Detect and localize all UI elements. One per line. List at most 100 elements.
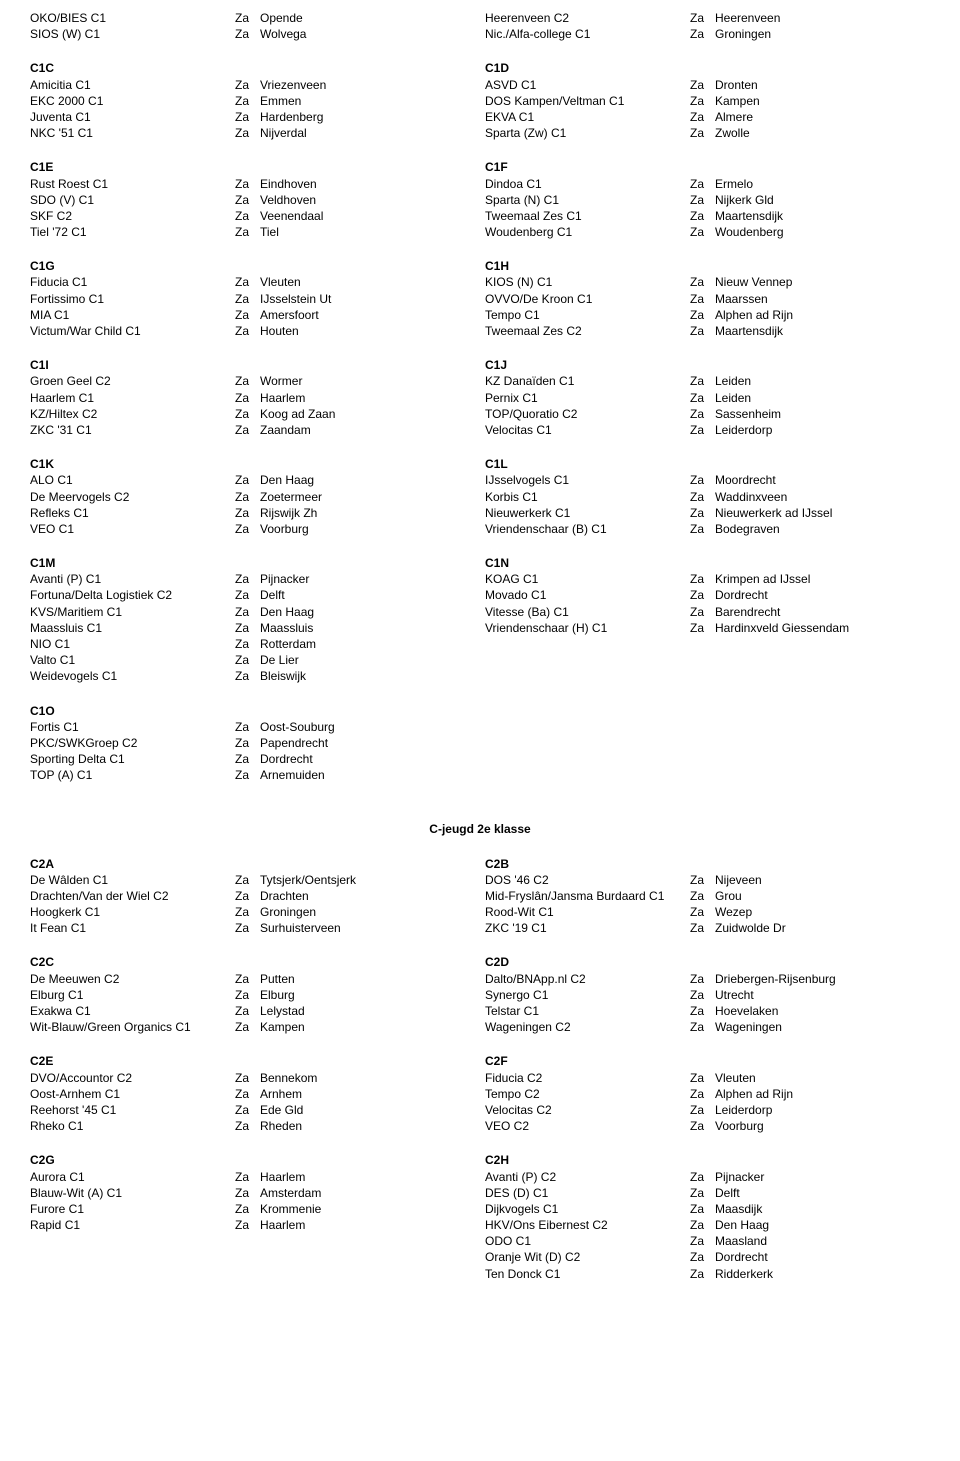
team-name: Maassluis C1 — [30, 620, 235, 636]
team-name: Avanti (P) C2 — [485, 1169, 690, 1185]
team-name: Velocitas C2 — [485, 1102, 690, 1118]
team-name: KZ/Hiltex C2 — [30, 406, 235, 422]
team-name: KOAG C1 — [485, 571, 690, 587]
team-name: ODO C1 — [485, 1233, 690, 1249]
page: OKO/BIES C1ZaOpendeSIOS (W) C1ZaWolvega … — [0, 0, 960, 1330]
team-day: Za — [235, 652, 260, 668]
team-day: Za — [235, 719, 260, 735]
team-city: Oost-Souburg — [260, 719, 475, 735]
team-city: Nijkerk Gld — [715, 192, 930, 208]
team-row: Haarlem C1ZaHaarlem — [30, 390, 475, 406]
group-header: C1I — [30, 357, 475, 373]
group: C1FDindoa C1ZaErmeloSparta (N) C1ZaNijke… — [485, 159, 930, 240]
team-day: Za — [690, 10, 715, 26]
team-day: Za — [235, 1003, 260, 1019]
team-day: Za — [235, 291, 260, 307]
group: C1JKZ Danaïden C1ZaLeidenPernix C1ZaLeid… — [485, 357, 930, 438]
team-city: Nieuw Vennep — [715, 274, 930, 290]
group: C2BDOS '46 C2ZaNijeveenMid-Fryslân/Jansm… — [485, 856, 930, 937]
lower-left-col: C2ADe Wâlden C1ZaTytsjerk/OentsjerkDrach… — [30, 856, 485, 1300]
team-name: OKO/BIES C1 — [30, 10, 235, 26]
team-day: Za — [690, 1070, 715, 1086]
team-city: Dronten — [715, 77, 930, 93]
team-day: Za — [235, 904, 260, 920]
team-row: Wit-Blauw/Green Organics C1ZaKampen — [30, 1019, 475, 1035]
team-day: Za — [235, 1019, 260, 1035]
team-name: Blauw-Wit (A) C1 — [30, 1185, 235, 1201]
team-day: Za — [235, 373, 260, 389]
team-city: Opende — [260, 10, 475, 26]
group: C2EDVO/Accountor C2ZaBennekomOost-Arnhem… — [30, 1053, 475, 1134]
team-day: Za — [690, 307, 715, 323]
team-row: Avanti (P) C1ZaPijnacker — [30, 571, 475, 587]
team-day: Za — [690, 323, 715, 339]
team-row: Velocitas C1ZaLeiderdorp — [485, 422, 930, 438]
team-row: KIOS (N) C1ZaNieuw Vennep — [485, 274, 930, 290]
group: C2HAvanti (P) C2ZaPijnackerDES (D) C1ZaD… — [485, 1152, 930, 1282]
team-name: Pernix C1 — [485, 390, 690, 406]
team-row: Vriendenschaar (H) C1ZaHardinxveld Giess… — [485, 620, 930, 636]
team-day: Za — [690, 987, 715, 1003]
team-day: Za — [690, 224, 715, 240]
team-city: Groningen — [715, 26, 930, 42]
team-row: Blauw-Wit (A) C1ZaAmsterdam — [30, 1185, 475, 1201]
team-row: TOP (A) C1ZaArnemuiden — [30, 767, 475, 783]
group-header: C2C — [30, 954, 475, 970]
group: C1GFiducia C1ZaVleutenFortissimo C1ZaIJs… — [30, 258, 475, 339]
team-day: Za — [690, 620, 715, 636]
team-city: Leiden — [715, 373, 930, 389]
group-header: C2D — [485, 954, 930, 970]
team-city: Vriezenveen — [260, 77, 475, 93]
group: C1KALO C1ZaDen HaagDe Meervogels C2ZaZoe… — [30, 456, 475, 537]
team-row: DOS Kampen/Veltman C1ZaKampen — [485, 93, 930, 109]
team-city: Dordrecht — [715, 587, 930, 603]
team-name: Fortis C1 — [30, 719, 235, 735]
team-name: Vitesse (Ba) C1 — [485, 604, 690, 620]
team-day: Za — [235, 1086, 260, 1102]
team-row: ODO C1ZaMaasland — [485, 1233, 930, 1249]
team-day: Za — [690, 1102, 715, 1118]
team-day: Za — [690, 1266, 715, 1282]
team-name: It Fean C1 — [30, 920, 235, 936]
team-row: Groen Geel C2ZaWormer — [30, 373, 475, 389]
team-day: Za — [690, 125, 715, 141]
group: C1OFortis C1ZaOost-SouburgPKC/SWKGroep C… — [30, 703, 475, 784]
team-day: Za — [690, 1201, 715, 1217]
team-row: Weidevogels C1ZaBleiswijk — [30, 668, 475, 684]
group: C1CAmicitia C1ZaVriezenveenEKC 2000 C1Za… — [30, 60, 475, 141]
team-city: Voorburg — [715, 1118, 930, 1134]
team-day: Za — [690, 176, 715, 192]
team-row: Exakwa C1ZaLelystad — [30, 1003, 475, 1019]
team-day: Za — [235, 10, 260, 26]
team-row: Reehorst '45 C1ZaEde Gld — [30, 1102, 475, 1118]
team-day: Za — [235, 872, 260, 888]
team-name: Oranje Wit (D) C2 — [485, 1249, 690, 1265]
team-city: IJsselstein Ut — [260, 291, 475, 307]
team-name: Tweemaal Zes C2 — [485, 323, 690, 339]
team-name: DES (D) C1 — [485, 1185, 690, 1201]
group: C1MAvanti (P) C1ZaPijnackerFortuna/Delta… — [30, 555, 475, 685]
team-day: Za — [235, 77, 260, 93]
team-day: Za — [690, 1185, 715, 1201]
group: C1LIJsselvogels C1ZaMoordrechtKorbis C1Z… — [485, 456, 930, 537]
team-row: Pernix C1ZaLeiden — [485, 390, 930, 406]
team-row: Dijkvogels C1ZaMaasdijk — [485, 1201, 930, 1217]
team-day: Za — [235, 192, 260, 208]
team-name: Sporting Delta C1 — [30, 751, 235, 767]
team-day: Za — [235, 489, 260, 505]
team-row: NKC '51 C1ZaNijverdal — [30, 125, 475, 141]
team-name: Korbis C1 — [485, 489, 690, 505]
team-day: Za — [690, 192, 715, 208]
team-day: Za — [690, 971, 715, 987]
team-day: Za — [690, 1118, 715, 1134]
team-day: Za — [690, 489, 715, 505]
team-day: Za — [690, 872, 715, 888]
team-city: Den Haag — [260, 472, 475, 488]
team-day: Za — [235, 971, 260, 987]
team-day: Za — [690, 571, 715, 587]
team-day: Za — [690, 93, 715, 109]
team-day: Za — [690, 904, 715, 920]
team-name: SKF C2 — [30, 208, 235, 224]
team-name: Aurora C1 — [30, 1169, 235, 1185]
team-day: Za — [235, 472, 260, 488]
